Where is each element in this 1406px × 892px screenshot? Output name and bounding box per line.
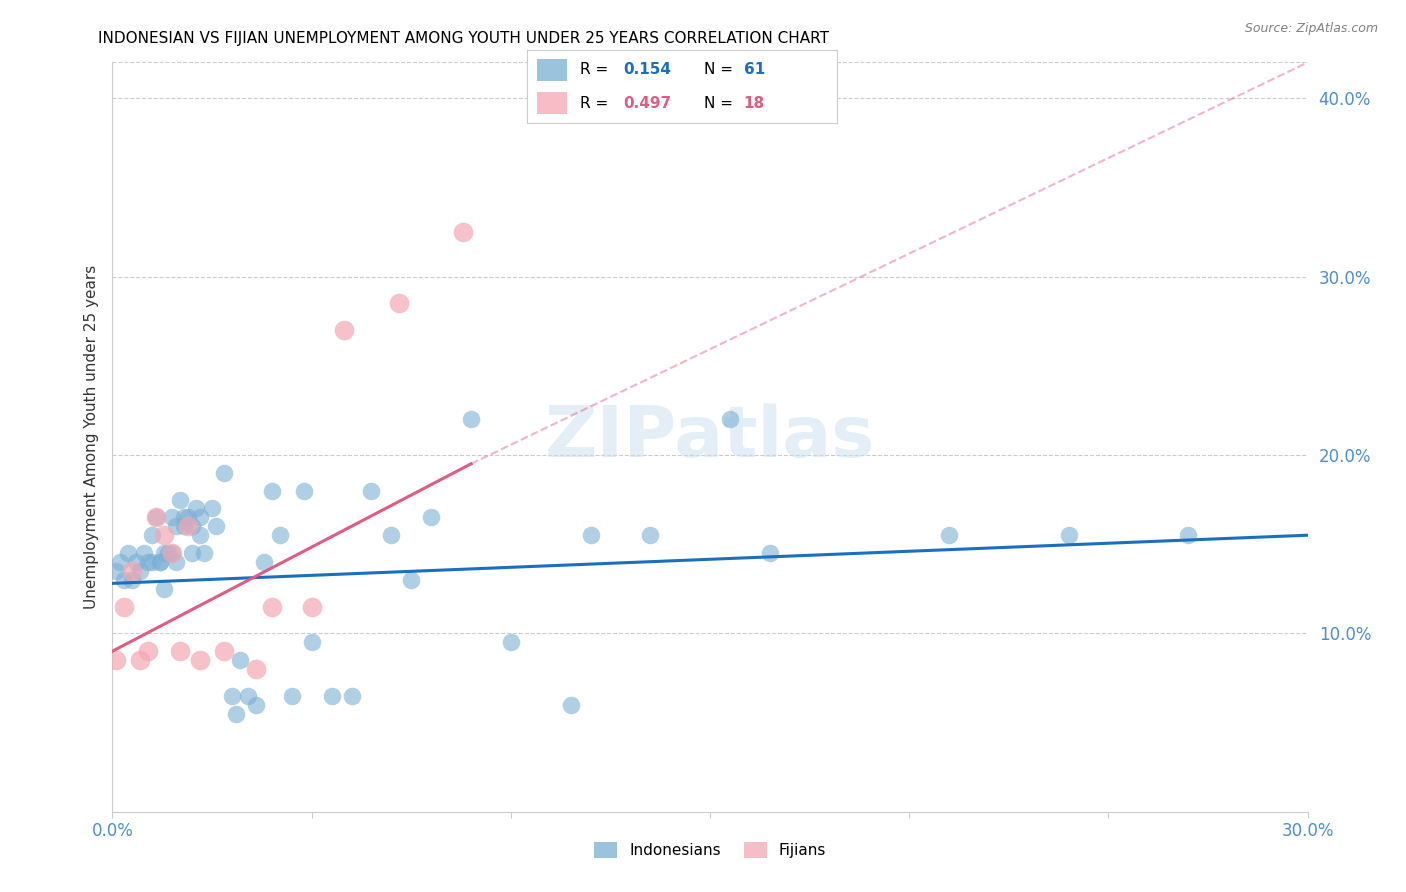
Point <box>121 564 143 578</box>
Text: R =: R = <box>579 95 613 111</box>
Point <box>260 483 283 498</box>
Text: N =: N = <box>703 95 737 111</box>
Point <box>181 519 204 533</box>
Point <box>281 689 304 703</box>
Point <box>1177 528 1199 542</box>
Point <box>401 573 423 587</box>
Point <box>201 501 224 516</box>
Point <box>301 635 323 649</box>
Point <box>269 528 291 542</box>
Text: N =: N = <box>703 62 737 78</box>
Text: R =: R = <box>579 62 613 78</box>
Point <box>149 555 172 569</box>
Point <box>718 412 741 426</box>
Point <box>253 555 276 569</box>
Point <box>245 662 267 676</box>
Point <box>169 492 191 507</box>
Point <box>162 546 183 560</box>
Point <box>640 528 662 542</box>
Point <box>560 698 582 712</box>
Point <box>153 582 176 596</box>
Text: INDONESIAN VS FIJIAN UNEMPLOYMENT AMONG YOUTH UNDER 25 YEARS CORRELATION CHART: INDONESIAN VS FIJIAN UNEMPLOYMENT AMONG … <box>98 31 830 46</box>
Point <box>162 546 183 560</box>
Point <box>188 510 211 524</box>
Point <box>105 653 128 667</box>
Point <box>205 519 228 533</box>
Point <box>125 555 148 569</box>
Text: Source: ZipAtlas.com: Source: ZipAtlas.com <box>1244 22 1378 36</box>
Point <box>141 555 163 569</box>
Point <box>188 528 211 542</box>
Point <box>236 689 259 703</box>
Point <box>938 528 960 542</box>
Point <box>193 546 215 560</box>
Point <box>134 546 156 560</box>
Legend: Indonesians, Fijians: Indonesians, Fijians <box>588 836 832 864</box>
Point <box>105 564 128 578</box>
Point <box>186 501 208 516</box>
Point <box>149 555 172 569</box>
Bar <box>537 59 568 80</box>
Point <box>169 644 191 658</box>
Point <box>145 510 167 524</box>
Point <box>114 573 135 587</box>
Point <box>340 689 363 703</box>
Point <box>499 635 522 649</box>
Point <box>177 519 200 533</box>
Point <box>181 546 204 560</box>
Point <box>153 546 176 560</box>
Point <box>360 483 382 498</box>
Text: 18: 18 <box>744 95 765 111</box>
Point <box>260 599 283 614</box>
Point <box>121 573 143 587</box>
Point <box>292 483 315 498</box>
Point <box>157 546 180 560</box>
Point <box>212 466 235 480</box>
Point <box>380 528 402 542</box>
Point <box>129 653 152 667</box>
Text: ZIPatlas: ZIPatlas <box>546 402 875 472</box>
Point <box>301 599 323 614</box>
Text: 0.497: 0.497 <box>623 95 671 111</box>
Point <box>110 555 132 569</box>
Point <box>138 555 160 569</box>
Point <box>451 225 474 239</box>
Point <box>173 510 195 524</box>
Point <box>165 555 187 569</box>
Point <box>117 546 139 560</box>
Point <box>229 653 252 667</box>
Point <box>221 689 243 703</box>
Point <box>759 546 782 560</box>
Point <box>225 706 247 721</box>
Point <box>579 528 602 542</box>
Point <box>420 510 443 524</box>
Point <box>173 519 195 533</box>
Point <box>114 599 135 614</box>
Point <box>332 323 354 337</box>
Point <box>138 644 160 658</box>
Point <box>153 528 176 542</box>
Point <box>162 510 183 524</box>
Point <box>212 644 235 658</box>
Y-axis label: Unemployment Among Youth under 25 years: Unemployment Among Youth under 25 years <box>83 265 98 609</box>
Point <box>129 564 152 578</box>
Point <box>145 510 167 524</box>
Text: 0.154: 0.154 <box>623 62 671 78</box>
Point <box>141 528 163 542</box>
Text: 61: 61 <box>744 62 765 78</box>
Point <box>321 689 343 703</box>
Point <box>388 296 411 310</box>
Point <box>460 412 482 426</box>
Point <box>177 510 200 524</box>
Point <box>188 653 211 667</box>
Point <box>165 519 187 533</box>
Point <box>1057 528 1080 542</box>
Bar <box>537 93 568 114</box>
Point <box>245 698 267 712</box>
